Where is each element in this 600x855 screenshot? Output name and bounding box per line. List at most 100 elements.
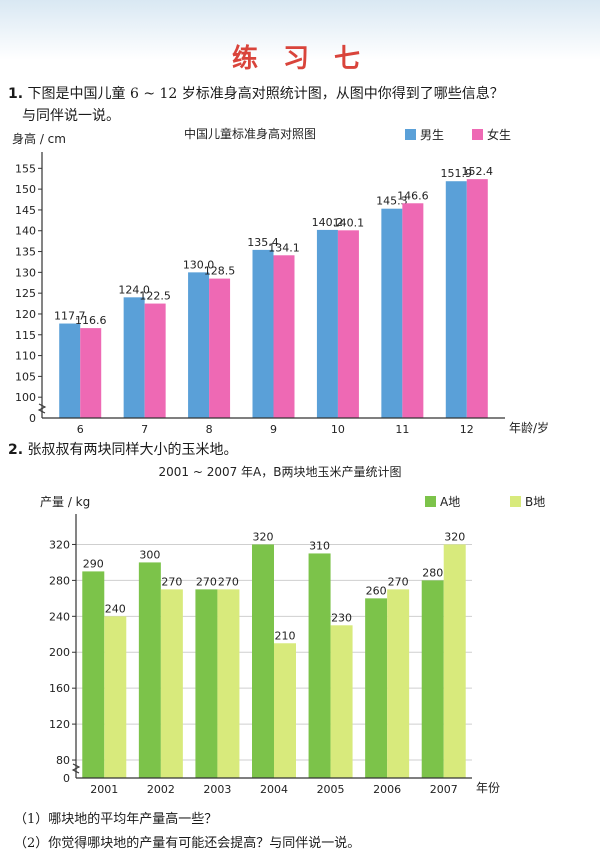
y-zero-label: 0: [29, 412, 36, 425]
bar: [82, 571, 105, 778]
data-label: 260: [366, 584, 387, 597]
data-label: 151.9: [441, 167, 473, 180]
question-2: 2. 张叔叔有两块同样大小的玉米地。: [8, 440, 238, 460]
bar: [466, 179, 488, 418]
data-label: 300: [139, 548, 160, 561]
data-label: 135.4: [247, 236, 279, 249]
legend-label-1: A地: [440, 495, 460, 509]
bar: [445, 181, 467, 418]
bar: [59, 323, 81, 418]
bar: [160, 589, 183, 778]
y-tick-label: 200: [49, 646, 70, 659]
y-tick-label: 320: [49, 538, 70, 551]
x-tick-label: 10: [331, 423, 345, 436]
bar: [387, 589, 410, 778]
bar: [123, 297, 145, 418]
bar: [138, 562, 161, 778]
y-tick-label: 160: [49, 682, 70, 695]
question-1: 1. 下图是中国儿童 6 ~ 12 岁标准身高对照统计图，从图中你得到了哪些信息…: [8, 84, 504, 104]
y-tick-label: 100: [15, 391, 36, 404]
x-tick-label: 2004: [260, 783, 288, 796]
data-label: 117.7: [54, 310, 86, 323]
question-1-text: 下图是中国儿童 6 ~ 12 岁标准身高对照统计图，从图中你得到了哪些信息？: [27, 86, 504, 102]
y-tick-label: 125: [15, 287, 36, 300]
y-tick-label: 130: [15, 266, 36, 279]
legend-label-2: B地: [525, 495, 545, 509]
y-tick-label: 110: [15, 350, 36, 363]
bar: [381, 208, 403, 418]
x-tick-label: 6: [77, 423, 84, 436]
y-tick-label: 155: [15, 162, 36, 175]
page-title: 练 习 七: [231, 44, 369, 74]
bar: [443, 544, 466, 778]
bar: [365, 598, 388, 778]
legend-swatch-1: [425, 496, 436, 507]
bar: [337, 230, 359, 418]
data-label: 290: [83, 557, 104, 570]
y-tick-label: 140: [15, 225, 36, 238]
legend-swatch-2: [472, 129, 483, 140]
x-tick-label: 8: [206, 423, 213, 436]
data-label: 270: [161, 575, 182, 588]
y-tick-label: 120: [15, 308, 36, 321]
x-axis-label: 年份: [476, 781, 500, 795]
bar: [252, 249, 274, 418]
bar: [308, 553, 331, 778]
y-tick-label: 150: [15, 183, 36, 196]
data-label: 128.5: [204, 265, 236, 278]
y-tick-label: 120: [49, 718, 70, 731]
data-label: 152.4: [462, 165, 494, 178]
bar: [217, 589, 240, 778]
legend-swatch-1: [405, 129, 416, 140]
x-tick-label: 2001: [90, 783, 118, 796]
bar: [80, 328, 102, 418]
data-label: 210: [275, 629, 296, 642]
legend-label-1: 男生: [420, 128, 444, 142]
bar: [104, 616, 127, 778]
data-label: 134.1: [268, 241, 300, 254]
bar: [252, 544, 274, 778]
data-label: 310: [309, 539, 330, 552]
x-axis-label: 年龄/岁: [509, 420, 549, 435]
chart-title: 2001 ~ 2007 年A，B两块地玉米产量统计图: [158, 465, 401, 479]
data-label: 320: [253, 530, 274, 543]
bar: [274, 643, 296, 778]
x-tick-label: 2002: [147, 783, 175, 796]
data-label: 270: [218, 575, 239, 588]
data-label: 116.6: [75, 314, 107, 327]
x-tick-label: 12: [460, 423, 474, 436]
y-tick-label: 80: [56, 754, 70, 767]
data-label: 240: [105, 602, 126, 615]
question-2-number: 2.: [8, 442, 24, 458]
chart-title: 中国儿童标准身高对照图: [184, 126, 316, 141]
question-1-number: 1.: [8, 86, 24, 102]
y-axis-label: 产量 / kg: [40, 495, 90, 509]
x-tick-label: 2003: [203, 783, 231, 796]
x-tick-label: 9: [270, 423, 277, 436]
data-label: 270: [196, 575, 217, 588]
bar: [273, 255, 295, 418]
x-tick-label: 2007: [430, 783, 458, 796]
data-label: 146.6: [397, 189, 429, 202]
y-tick-label: 145: [15, 204, 36, 217]
sub-question-1: （1）哪块地的平均年产量高一些？: [14, 812, 218, 827]
data-label: 140.2: [312, 216, 344, 229]
x-tick-label: 11: [395, 423, 409, 436]
data-label: 270: [388, 575, 409, 588]
y-tick-label: 135: [15, 246, 36, 259]
sub-question-2: （2）你觉得哪块地的产量有可能还会提高？与同伴说一说。: [14, 836, 361, 851]
bar: [195, 589, 218, 778]
question-1-text-line2: 与同伴说一说。: [22, 108, 120, 124]
y-tick-label: 240: [49, 610, 70, 623]
data-label: 320: [444, 530, 465, 543]
y-tick-label: 105: [15, 370, 36, 383]
axis-break-mark: [71, 763, 81, 774]
data-label: 280: [422, 566, 443, 579]
bar: [402, 203, 424, 418]
data-label: 140.1: [333, 216, 365, 229]
bar: [209, 278, 231, 418]
y-tick-label: 280: [49, 574, 70, 587]
legend-swatch-2: [510, 496, 521, 507]
